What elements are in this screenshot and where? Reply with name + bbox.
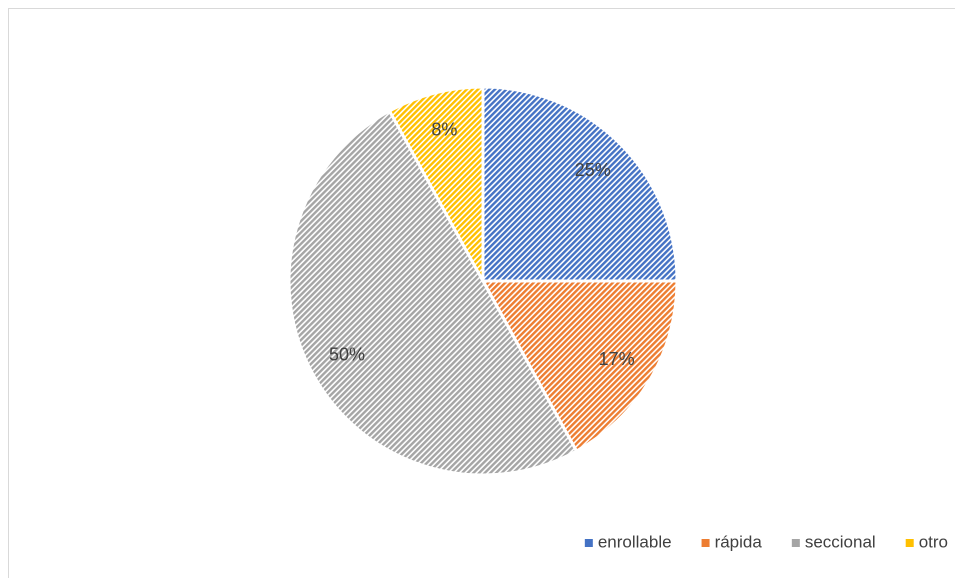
legend-swatch: [906, 539, 914, 547]
legend-swatch: [585, 539, 593, 547]
legend-label: otro: [919, 532, 948, 551]
value-label: 25%: [575, 160, 611, 180]
value-label: 8%: [431, 119, 457, 139]
legend-swatch: [792, 539, 800, 547]
legend-label: rápida: [715, 532, 763, 551]
legend-label: enrollable: [598, 532, 672, 551]
value-label: 17%: [599, 349, 635, 369]
legend-swatch: [702, 539, 710, 547]
legend-label: seccional: [805, 532, 876, 551]
value-label: 50%: [329, 345, 365, 365]
